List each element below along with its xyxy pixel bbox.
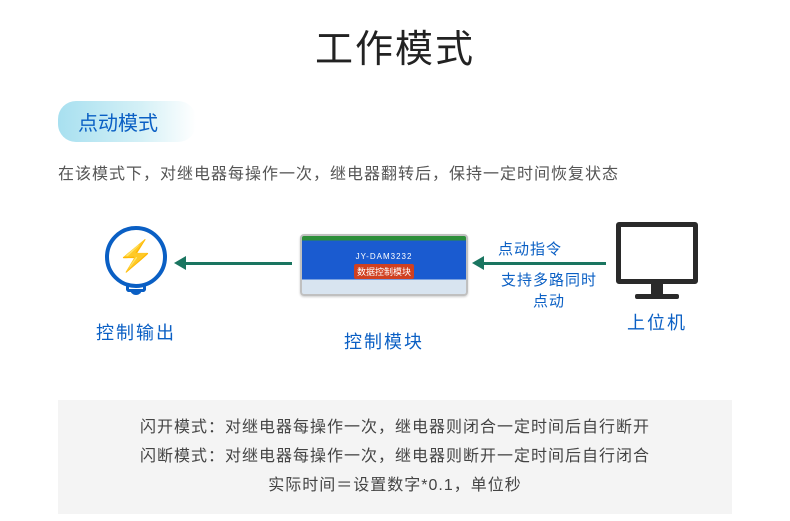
control-module-icon: JY-DAM3232 数据控制模块 <box>300 234 468 296</box>
module-node: JY-DAM3232 数据控制模块 控制模块 <box>300 234 468 354</box>
monitor-icon <box>616 222 698 284</box>
bulb-icon: ⚡ <box>105 226 167 288</box>
page-title: 工作模式 <box>0 0 790 73</box>
bulb-base2-icon <box>130 289 142 295</box>
arrow-host-to-module <box>482 262 606 265</box>
arrow-module-to-output <box>184 262 292 265</box>
monitor-stand-icon <box>651 284 663 294</box>
mode-description: 在该模式下，对继电器每操作一次，继电器翻转后，保持一定时间恢复状态 <box>58 160 790 184</box>
footer-line-2: 闪断模式：对继电器每操作一次，继电器则断开一定时间后自行闭合 <box>78 443 712 472</box>
module-name-text: 数据控制模块 <box>354 264 414 279</box>
output-node: ⚡ 控制输出 <box>96 226 176 345</box>
host-node: 上位机 <box>616 222 698 335</box>
arrow-label-command: 点动指令 <box>498 238 562 259</box>
monitor-base-icon <box>635 294 679 299</box>
lightning-icon: ⚡ <box>117 239 154 274</box>
module-model-text: JY-DAM3232 <box>302 252 466 261</box>
arrow-label-support: 支持多路同时点动 <box>494 270 604 312</box>
output-label: 控制输出 <box>96 319 176 345</box>
mode-badge: 点动模式 <box>58 101 196 142</box>
module-label: 控制模块 <box>300 328 468 354</box>
footer-line-1: 闪开模式：对继电器每操作一次，继电器则闭合一定时间后自行断开 <box>78 414 712 443</box>
diagram-container: ⚡ 控制输出 JY-DAM3232 数据控制模块 控制模块 点动指令 支持多路同… <box>0 222 790 392</box>
footer-notes: 闪开模式：对继电器每操作一次，继电器则闭合一定时间后自行断开 闪断模式：对继电器… <box>58 400 732 514</box>
host-label: 上位机 <box>616 309 698 335</box>
footer-line-3: 实际时间＝设置数字*0.1，单位秒 <box>78 472 712 501</box>
